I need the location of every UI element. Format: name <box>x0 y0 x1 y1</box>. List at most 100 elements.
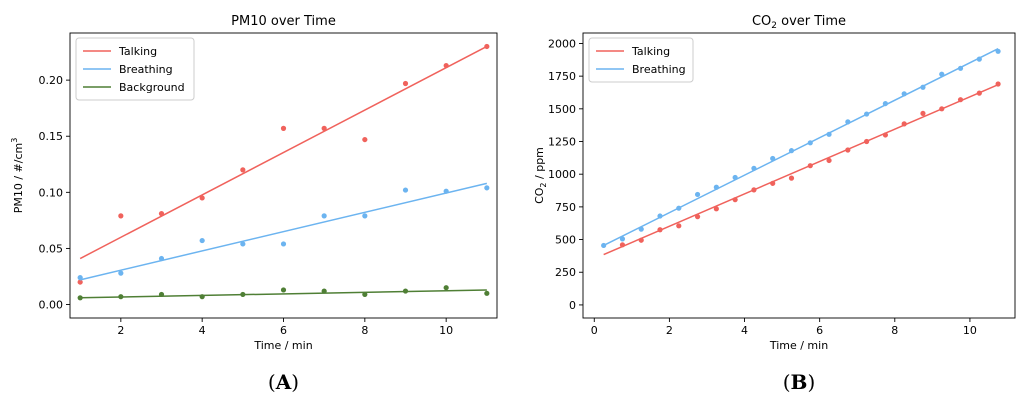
data-point-talking <box>199 195 205 201</box>
data-point-background <box>158 291 165 298</box>
fit-line-background <box>80 289 487 299</box>
data-point-breathing <box>694 191 701 198</box>
data-point-talking <box>770 180 776 186</box>
data-point-talking <box>901 121 907 127</box>
data-point-talking <box>957 97 964 103</box>
data-point-talking <box>619 242 626 248</box>
data-point-breathing <box>199 237 205 244</box>
data-point-breathing <box>402 187 409 193</box>
data-point-breathing <box>732 174 738 181</box>
panel-label: (A) <box>268 370 299 394</box>
y-tick-label: 0.15 <box>39 130 64 143</box>
y-tick-label: 1500 <box>548 103 576 116</box>
data-point-talking <box>694 214 701 220</box>
panel-label-close: ) <box>291 370 299 394</box>
data-point-talking <box>484 43 490 50</box>
data-point-breathing <box>484 185 490 191</box>
plot-panel-b: 0 2 4 6 8 10 0 250 500 750 1000 1250 1500 1750 2000 Tim… <box>533 14 1016 394</box>
y-axis-label-sup: 3 <box>10 138 19 143</box>
x-axis-label: Time / min <box>253 339 312 352</box>
data-point-talking <box>826 157 832 164</box>
plot-frame <box>582 32 1016 319</box>
x-tick-label: 0 <box>591 324 598 337</box>
chart-title: PM10 over Time <box>231 14 336 29</box>
x-tick-label: 8 <box>891 324 898 337</box>
data-point-breathing <box>601 242 607 249</box>
y-tick-label: 0.05 <box>39 242 64 255</box>
data-point-breathing <box>443 188 449 194</box>
x-tick-label: 4 <box>199 324 206 337</box>
chart-title: CO2 over Time <box>752 14 846 31</box>
data-point-breathing <box>638 226 644 232</box>
data-point-breathing <box>957 65 964 71</box>
x-tick-label: 10 <box>963 324 977 337</box>
x-tick-label: 8 <box>361 324 368 337</box>
data-point-breathing <box>995 48 1001 54</box>
data-point-breathing <box>976 56 982 62</box>
x-tick-label: 2 <box>666 324 673 337</box>
data-point-background <box>280 287 287 293</box>
data-point-background <box>321 288 327 294</box>
y-tick-label: 750 <box>555 201 576 214</box>
legend: Talking Breathing Background <box>75 37 195 101</box>
y-axis-label-rest: / ppm <box>533 147 546 182</box>
data-point-talking <box>788 175 795 181</box>
data-point-talking <box>77 279 83 285</box>
data-point-breathing <box>920 84 926 90</box>
data-point-talking <box>807 163 813 169</box>
data-point-talking <box>732 197 738 203</box>
legend-label-talking: Talking <box>118 45 157 58</box>
data-point-breathing <box>657 213 663 219</box>
panel-label-open: ( <box>268 370 276 394</box>
data-point-breathing <box>118 270 124 276</box>
data-point-breathing <box>826 131 832 137</box>
data-point-breathing <box>882 100 889 107</box>
panel-letter: B <box>791 370 808 394</box>
y-tick-label: 500 <box>555 234 576 247</box>
y-axis-label-main: CO <box>533 187 546 204</box>
data-point-breathing <box>321 213 327 219</box>
legend: Talking Breathing <box>588 37 694 83</box>
legend-box <box>588 37 694 83</box>
data-point-talking <box>158 211 165 217</box>
data-point-breathing <box>280 241 287 247</box>
data-point-talking <box>976 90 982 96</box>
x-tick-label: 6 <box>816 324 823 337</box>
fit-line-talking <box>79 45 488 260</box>
x-tick-label: 2 <box>117 324 124 337</box>
y-tick-label: 0.20 <box>39 74 64 87</box>
fit-line-breathing <box>603 48 999 247</box>
data-point-breathing <box>770 155 776 162</box>
legend-label-background: Background <box>119 81 185 94</box>
data-point-talking <box>845 147 851 153</box>
data-point-talking <box>995 81 1001 87</box>
data-point-breathing <box>619 236 626 242</box>
data-point-background <box>118 294 124 300</box>
data-point-breathing <box>158 255 165 262</box>
data-point-breathing <box>676 205 682 211</box>
y-axis-label-sub: 2 <box>539 182 548 187</box>
data-point-talking <box>321 125 327 131</box>
chart-title-main: CO <box>752 14 771 29</box>
data-point-talking <box>118 213 124 219</box>
panel-label: (B) <box>783 370 816 394</box>
data-point-breathing <box>864 111 870 117</box>
data-point-talking <box>280 125 287 131</box>
data-point-talking <box>676 223 682 229</box>
y-axis-label-main: PM10 / #/cm <box>12 143 25 214</box>
data-point-breathing <box>807 140 813 146</box>
y-tick-label: 0 <box>569 299 576 312</box>
data-point-talking <box>920 110 926 117</box>
data-point-breathing <box>77 275 83 281</box>
data-point-breathing <box>901 91 907 97</box>
y-axis-label: PM10 / #/cm3 <box>10 138 25 214</box>
legend-label-breathing: Breathing <box>119 63 173 76</box>
data-point-background <box>240 291 246 298</box>
data-point-talking <box>864 138 870 145</box>
data-point-breathing <box>240 241 246 247</box>
data-point-talking <box>939 106 945 112</box>
data-point-breathing <box>845 119 851 125</box>
data-point-talking <box>882 132 889 138</box>
data-point-talking <box>443 62 449 69</box>
panel-letter: A <box>275 370 292 394</box>
